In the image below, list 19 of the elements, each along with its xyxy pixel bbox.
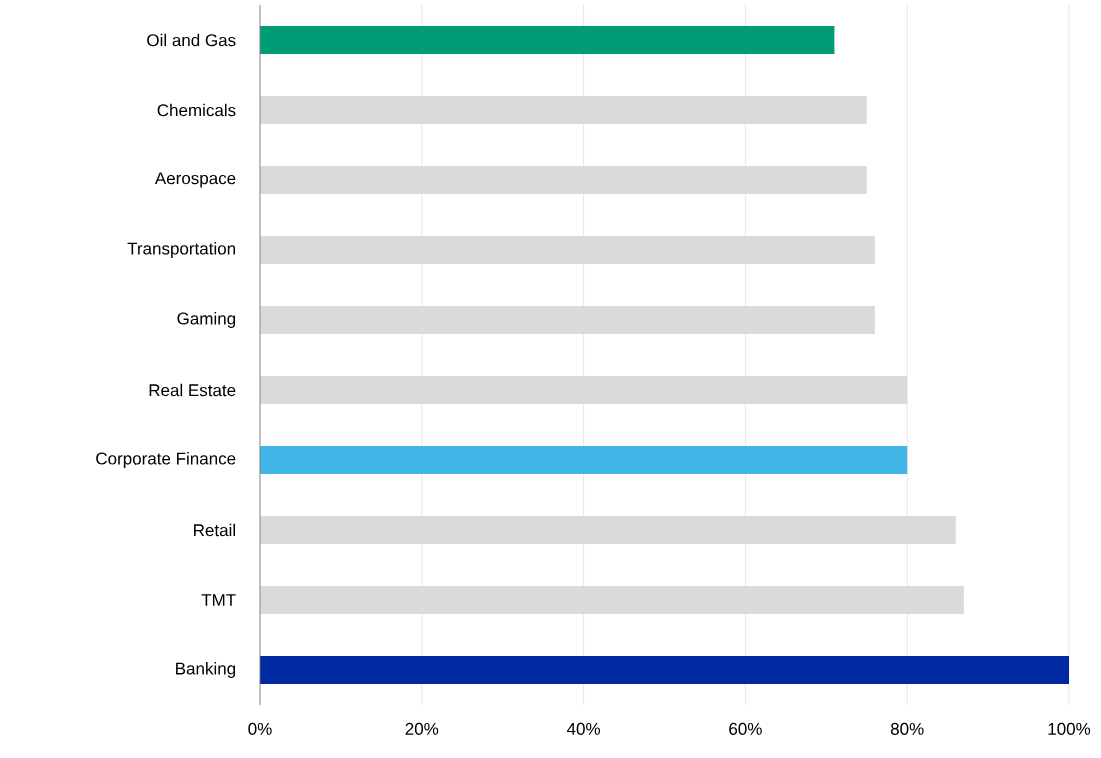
x-tick-label: 100% bbox=[1048, 722, 1091, 735]
y-tick-label: Transportation bbox=[127, 242, 236, 258]
y-tick-label: Banking bbox=[176, 662, 236, 678]
y-tick-label: Real Estate bbox=[149, 383, 236, 397]
bar bbox=[260, 446, 908, 474]
y-tick-label: Gaming bbox=[177, 312, 236, 328]
bar bbox=[260, 26, 835, 55]
y-tick-label: Oil and Gas bbox=[147, 33, 236, 47]
y-tick-label: Chemicals bbox=[157, 103, 236, 117]
y-tick-label: TMT bbox=[201, 594, 236, 606]
x-tick-label: 60% bbox=[729, 722, 762, 735]
x-tick-label: 40% bbox=[566, 722, 600, 735]
y-tick-label: Corporate Finance bbox=[96, 452, 236, 468]
bar bbox=[260, 655, 1069, 684]
x-tick-label: 80% bbox=[890, 722, 924, 735]
x-tick-label: 0% bbox=[248, 722, 272, 735]
y-tick-label: Retail bbox=[194, 523, 235, 537]
x-tick-label: 20% bbox=[405, 722, 439, 735]
y-tick-label: Aerospace bbox=[154, 172, 236, 188]
